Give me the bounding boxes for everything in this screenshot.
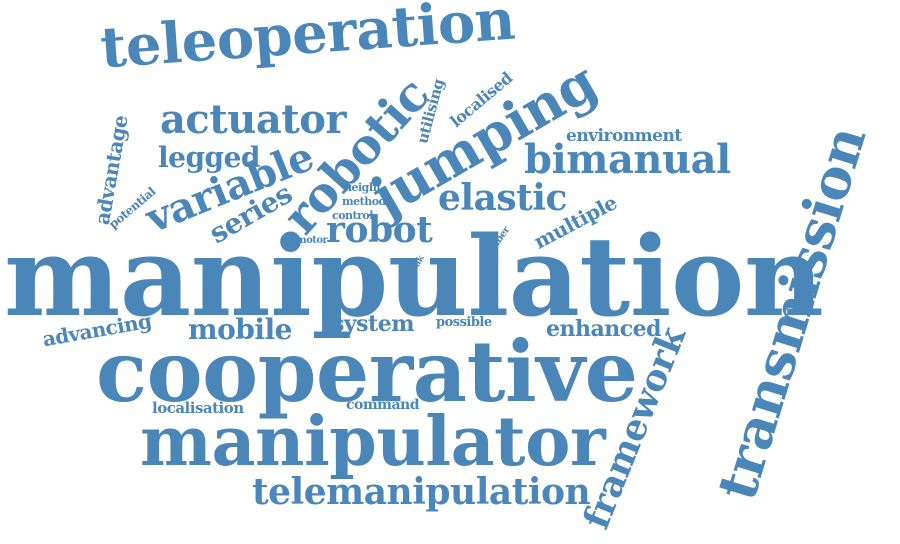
word-enhanced: enhanced	[546, 316, 662, 342]
word-telemanipulation: telemanipulation	[252, 471, 591, 513]
word-elastic: elastic	[438, 177, 567, 219]
word-mobile: mobile	[188, 313, 292, 346]
word-method: method	[342, 195, 386, 208]
word-possible: possible	[436, 315, 492, 330]
word-teleoperation: teleoperation	[98, 0, 517, 82]
word-bimanual: bimanual	[524, 136, 731, 183]
word-legged: legged	[158, 141, 261, 174]
word-manipulation: manipulation	[4, 212, 824, 341]
word-cooperative: cooperative	[96, 322, 638, 421]
word-environment: environment	[566, 126, 682, 146]
word-motor: motor	[296, 235, 328, 246]
word-localisation: localisation	[152, 399, 244, 417]
word-manipulator: manipulator	[140, 402, 606, 482]
word-command: command	[346, 397, 420, 413]
word-system: system	[332, 311, 415, 337]
word-actuator: actuator	[160, 96, 346, 143]
word-robot: robot	[326, 209, 433, 251]
word-control: control	[332, 209, 373, 222]
word-height: height	[344, 181, 381, 194]
